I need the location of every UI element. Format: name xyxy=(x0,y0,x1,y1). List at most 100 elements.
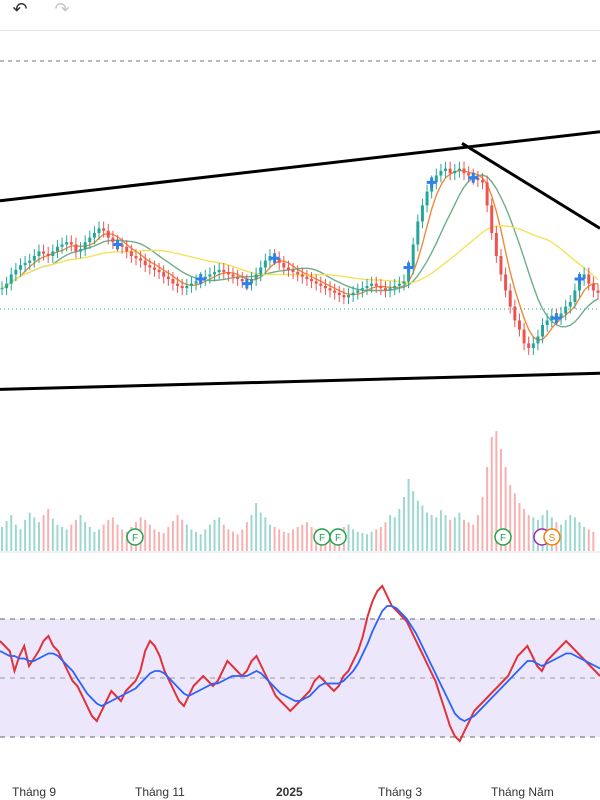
candle-body xyxy=(226,272,230,275)
candle-body xyxy=(231,274,235,277)
event-badge-label: S xyxy=(549,533,556,544)
volume-bar xyxy=(222,524,225,551)
candle-body xyxy=(319,283,323,286)
candle-body xyxy=(249,279,253,284)
candle-body xyxy=(125,246,129,252)
candle-body xyxy=(397,283,401,286)
volume-bars xyxy=(1,431,595,551)
candle-body xyxy=(490,205,494,233)
volume-bar xyxy=(102,524,105,551)
volume-bar xyxy=(569,515,572,551)
volume-bar xyxy=(486,467,489,551)
volume-bar xyxy=(181,519,184,551)
candle-body xyxy=(129,251,133,256)
candle-body xyxy=(254,274,258,279)
volume-bar xyxy=(564,519,567,551)
volume-bar xyxy=(444,515,447,551)
volume-bar xyxy=(98,529,101,551)
candle-body xyxy=(185,285,189,289)
volume-bar xyxy=(523,509,526,551)
candle-body xyxy=(591,283,595,291)
candle-body xyxy=(88,237,92,243)
candle-body xyxy=(531,343,535,348)
volume-bar xyxy=(287,533,290,551)
volume-bar xyxy=(389,515,392,551)
candle-body xyxy=(18,265,22,270)
volume-bar xyxy=(583,527,586,551)
volume-bar xyxy=(190,529,193,551)
volume-bar xyxy=(467,522,470,551)
signal-marker xyxy=(403,262,414,273)
volume-bar xyxy=(158,531,161,551)
candle-body xyxy=(365,285,369,289)
candle-body xyxy=(388,288,392,291)
volume-bar xyxy=(560,524,563,551)
volume-bar xyxy=(296,527,299,551)
candle-body xyxy=(360,288,364,291)
moving-average-line xyxy=(1,169,599,341)
volume-bar xyxy=(282,531,285,551)
volume-bar xyxy=(509,485,512,551)
volume-bar xyxy=(347,524,350,551)
candle-body xyxy=(55,246,59,252)
candle-body xyxy=(102,228,106,231)
event-badge-financial xyxy=(126,528,144,546)
moving-average-line xyxy=(1,224,599,289)
volume-bar xyxy=(504,467,507,551)
candle-body xyxy=(420,205,424,222)
candle-body xyxy=(111,237,115,243)
volume-bar xyxy=(250,515,253,551)
event-badge-label: F xyxy=(319,533,325,544)
candle-body xyxy=(139,258,143,261)
redo-icon[interactable]: ↷ xyxy=(54,0,70,19)
volume-bar xyxy=(416,500,419,551)
volume-bar xyxy=(195,531,198,551)
volume-bar xyxy=(301,524,304,551)
volume-bar xyxy=(61,527,64,551)
trendlines[interactable] xyxy=(0,130,600,391)
candle-body xyxy=(300,274,304,277)
event-badge-label: F xyxy=(132,533,138,544)
candle-body xyxy=(323,285,327,289)
candle-body xyxy=(444,168,448,171)
candle-body xyxy=(425,191,429,206)
volume-bar xyxy=(453,517,456,551)
trendline xyxy=(461,142,600,230)
candle-body xyxy=(286,267,290,270)
candle-body xyxy=(148,265,152,268)
candle-body xyxy=(379,285,383,289)
volume-bar xyxy=(42,515,45,551)
volume-bar xyxy=(518,503,521,551)
candle-body xyxy=(83,242,87,250)
volume-bar xyxy=(527,515,530,551)
volume-bar xyxy=(208,524,211,551)
candle-body xyxy=(402,281,406,284)
candle-body xyxy=(462,168,466,174)
volume-bar xyxy=(153,529,156,551)
volume-bar xyxy=(171,521,174,551)
volume-bar xyxy=(481,497,484,551)
undo-icon[interactable]: ↶ xyxy=(12,0,28,19)
candle-body xyxy=(545,320,549,325)
candle-body xyxy=(97,228,101,233)
candle-body xyxy=(522,329,526,344)
x-tick-label: Tháng Năm xyxy=(491,785,554,799)
candle-body xyxy=(23,262,27,266)
candle-body xyxy=(259,267,263,275)
volume-bar xyxy=(393,517,396,551)
volume-bar xyxy=(65,529,68,551)
volume-bar xyxy=(532,517,535,551)
volume-bar xyxy=(19,529,22,551)
volume-bar xyxy=(356,531,359,551)
volume-bar xyxy=(51,518,54,551)
candle-body xyxy=(5,283,9,289)
volume-bar xyxy=(268,524,271,551)
x-tick-label: Tháng 3 xyxy=(378,785,422,799)
candle-body xyxy=(291,269,295,273)
volume-bar xyxy=(398,509,401,551)
volume-bar xyxy=(407,479,410,551)
candle-body xyxy=(596,290,600,293)
candle-body xyxy=(32,256,36,261)
